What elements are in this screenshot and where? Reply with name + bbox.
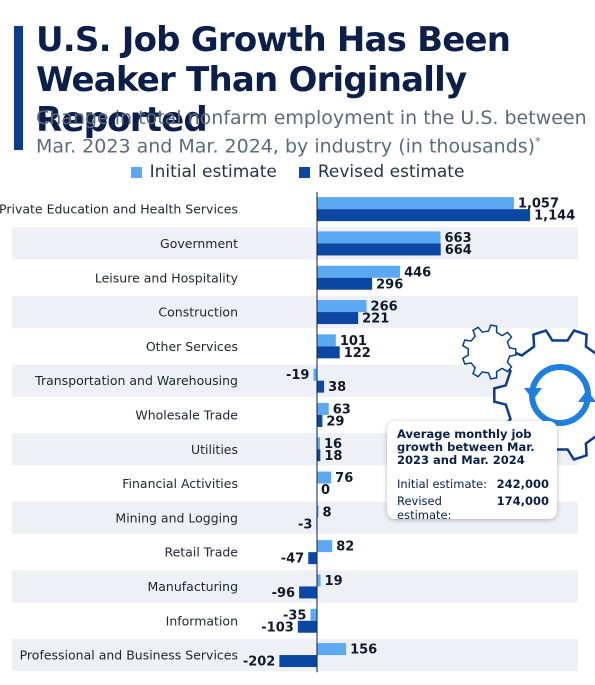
- value-label-initial: 663: [445, 231, 472, 246]
- bar-revised: [317, 346, 340, 359]
- value-label-initial: 76: [335, 471, 353, 486]
- value-label-revised: -47: [281, 552, 305, 567]
- bar-initial: [317, 231, 441, 244]
- value-label-initial: 63: [333, 402, 351, 417]
- bar-initial: [317, 540, 333, 553]
- value-label-initial: -35: [283, 608, 307, 623]
- category-label: Retail Trade: [164, 545, 238, 560]
- bar-marks: [279, 197, 531, 668]
- subtitle-footnote-mark: *: [535, 135, 541, 148]
- category-label: Private Education and Health Services: [0, 202, 238, 217]
- legend-swatch-initial: [130, 166, 142, 178]
- bar-revised: [308, 552, 317, 565]
- category-label: Mining and Logging: [115, 510, 238, 525]
- value-label-revised: 664: [445, 243, 472, 258]
- value-label-revised: 29: [326, 414, 344, 429]
- value-label-revised: 296: [376, 277, 403, 292]
- value-label-revised: -3: [298, 517, 312, 532]
- bar-revised: [317, 243, 441, 256]
- bar-initial: [317, 574, 321, 587]
- subtitle-text: Change in total nonfarm employment in th…: [36, 107, 587, 158]
- chart-title: U.S. Job Growth Has Been Weaker Than Ori…: [36, 20, 511, 140]
- value-label-revised: -202: [243, 655, 276, 670]
- callout-box: Average monthly job growth between Mar. …: [387, 421, 557, 522]
- bar-revised: [317, 380, 325, 393]
- value-label-revised: 0: [321, 483, 330, 498]
- row-band: [12, 570, 578, 603]
- category-label: Information: [166, 613, 238, 628]
- bar-initial: [317, 197, 514, 210]
- callout-initial-value: 242,000: [496, 477, 549, 491]
- bar-initial: [313, 368, 317, 381]
- category-label: Leisure and Hospitality: [95, 270, 239, 285]
- value-label-initial: 446: [404, 265, 431, 280]
- bar-revised: [317, 277, 373, 290]
- bar-revised: [317, 449, 321, 462]
- value-label-initial: 8: [322, 505, 331, 520]
- value-label-initial: 1,057: [518, 197, 559, 212]
- bar-initial: [317, 437, 320, 450]
- callout-title: Average monthly job growth between Mar. …: [397, 427, 535, 467]
- callout-initial-label: Initial estimate:: [397, 477, 487, 491]
- value-label-initial: 266: [371, 300, 398, 315]
- value-label-revised: 18: [324, 449, 342, 464]
- row-band: [12, 295, 578, 329]
- value-label-revised: 221: [362, 312, 389, 327]
- bar-initial: [310, 608, 317, 621]
- legend-item-initial: Initial estimate: [130, 162, 277, 182]
- value-label-initial: 19: [325, 574, 343, 589]
- callout-initial-row: Initial estimate: 242,000: [397, 477, 549, 491]
- value-label-revised: 38: [328, 380, 346, 395]
- callout-revised-value: 174,000: [496, 494, 549, 508]
- category-label: Transportation and Warehousing: [34, 373, 238, 388]
- row-band: [12, 227, 578, 260]
- bar-revised: [317, 209, 531, 222]
- bar-initial: [317, 643, 347, 656]
- value-label-initial: -19: [286, 368, 310, 383]
- value-label-revised: 122: [344, 346, 371, 361]
- legend-item-revised: Revised estimate: [298, 162, 465, 182]
- value-label-revised: -96: [272, 586, 296, 601]
- legend: Initial estimate Revised estimate: [0, 162, 595, 182]
- value-label-revised: -103: [261, 620, 294, 635]
- value-label-initial: 101: [340, 334, 367, 349]
- category-label: Government: [160, 236, 238, 251]
- bar-initial: [317, 402, 329, 415]
- category-label: Manufacturing: [147, 579, 238, 594]
- bar-revised: [299, 586, 317, 599]
- category-label: Financial Activities: [122, 476, 238, 491]
- bar-initial: [317, 505, 319, 518]
- category-label: Wholesale Trade: [135, 407, 238, 422]
- value-label-initial: 82: [336, 540, 354, 555]
- category-label: Construction: [158, 305, 238, 320]
- callout-revised-label: Revised estimate:: [397, 494, 452, 522]
- category-label: Other Services: [146, 339, 238, 354]
- category-label: Utilities: [191, 442, 238, 457]
- chart-labels: Private Education and Health Services 1,0…: [0, 197, 575, 670]
- bar-revised: [297, 620, 317, 633]
- category-label: Professional and Business Services: [20, 648, 238, 663]
- legend-swatch-revised: [298, 166, 310, 178]
- bar-initial: [317, 300, 367, 313]
- value-label-initial: 156: [350, 643, 377, 658]
- bar-revised: [317, 312, 359, 325]
- chart-subtitle: Change in total nonfarm employment in th…: [36, 106, 591, 158]
- callout-revised-row: Revised estimate: 174,000: [397, 494, 549, 522]
- bar-initial: [317, 265, 401, 278]
- bar-revised: [317, 414, 323, 427]
- bar-revised: [279, 655, 317, 668]
- bar-initial: [317, 334, 336, 347]
- title-accent-bar: [14, 26, 23, 150]
- legend-label-initial: Initial estimate: [149, 162, 277, 182]
- value-label-revised: 1,144: [534, 209, 575, 224]
- bar-initial: [317, 471, 332, 484]
- legend-label-revised: Revised estimate: [317, 162, 465, 182]
- value-label-initial: 16: [324, 437, 342, 452]
